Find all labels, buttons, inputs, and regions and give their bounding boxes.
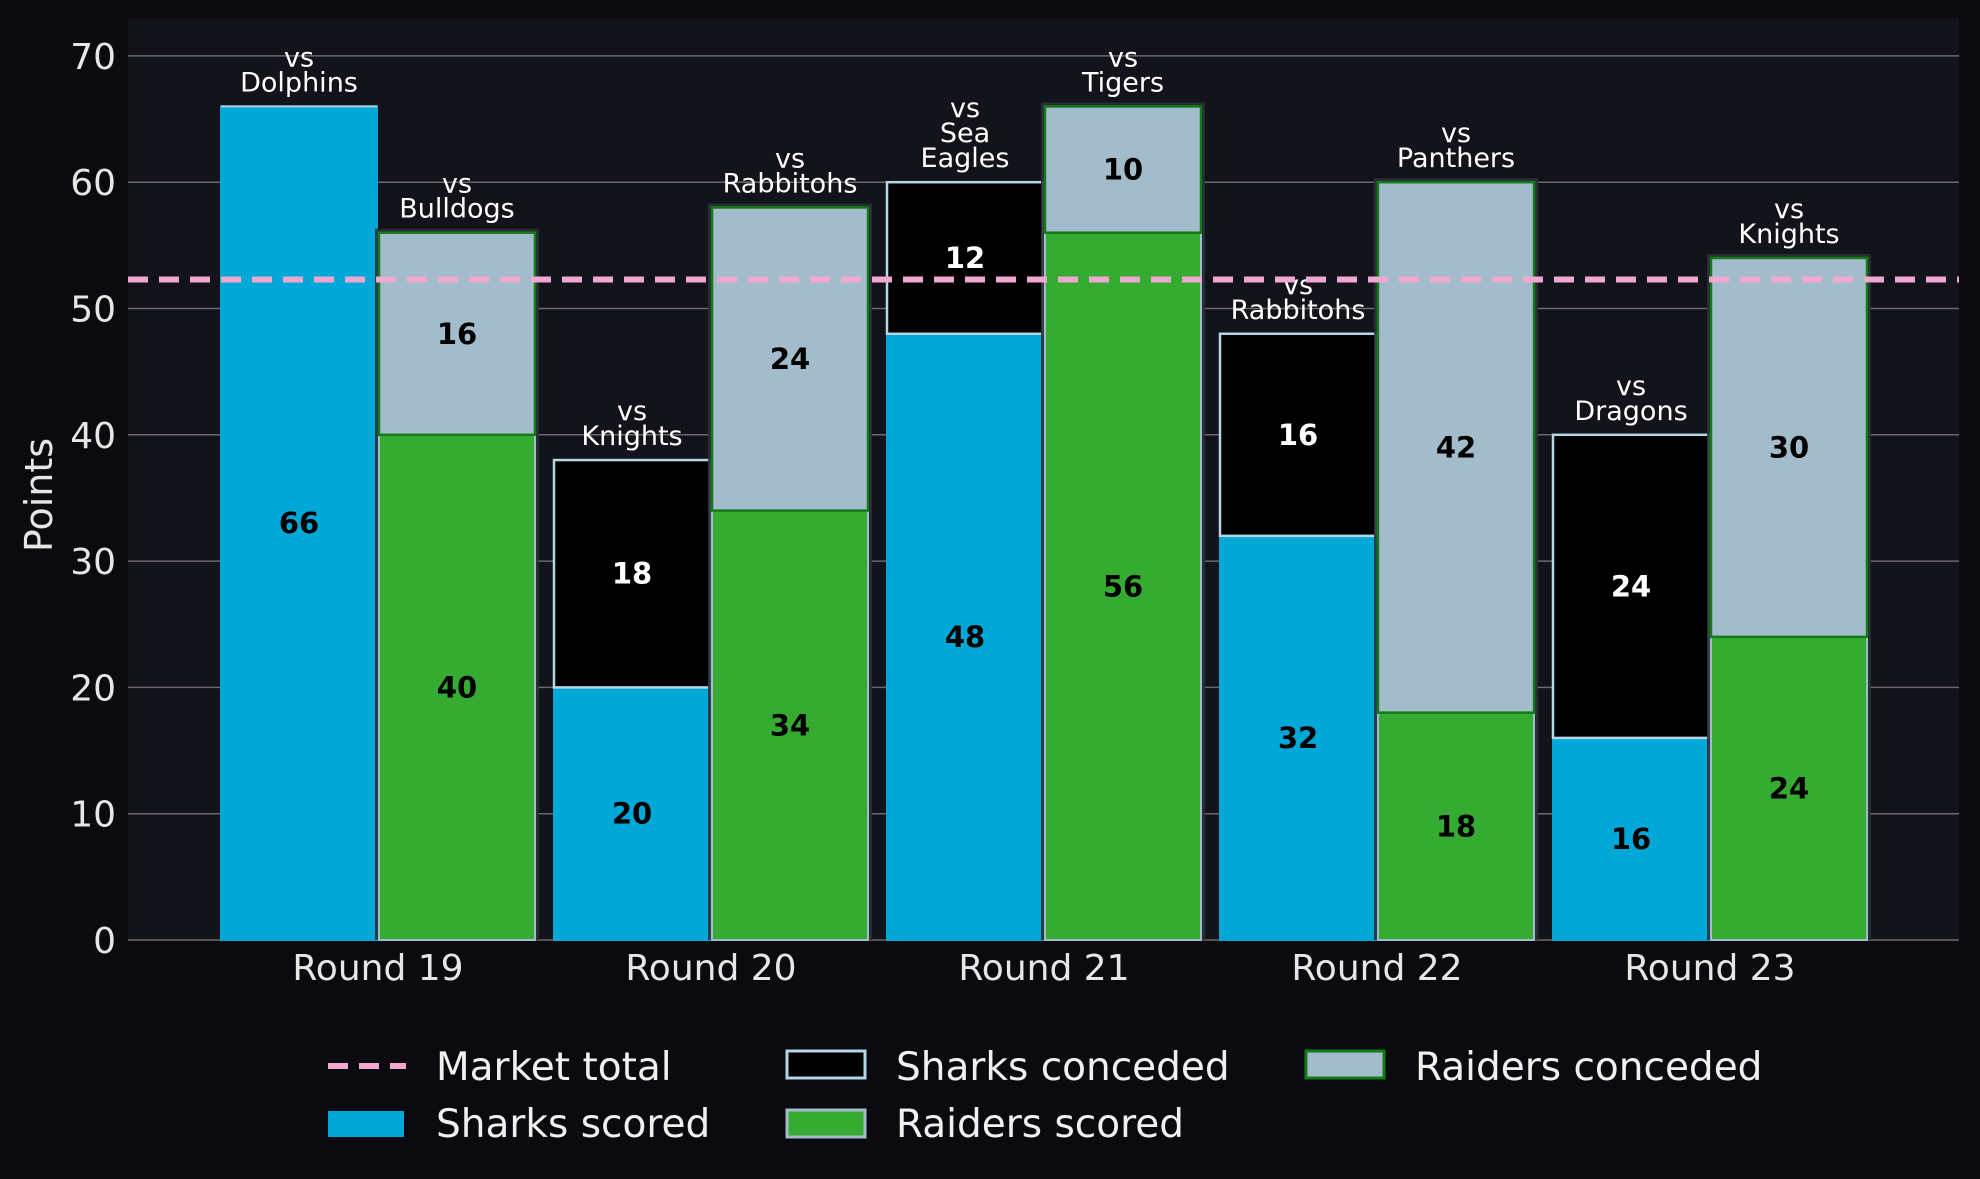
legend: Market total Sharks scored Sharks conced… xyxy=(328,1045,1762,1147)
sharks-scored-label-1: 66 xyxy=(279,506,319,540)
opponent-labels: vs Dolphins vs Bulldogs vs Knights vs Rabbitohs… xyxy=(240,42,1839,452)
sharks-conceded-label-3: 12 xyxy=(945,241,985,275)
y-tick-label-70: 70 xyxy=(70,37,116,78)
sharks-conceded-bar-2 xyxy=(552,458,712,689)
legend-label-market-total: Market total xyxy=(436,1045,672,1090)
sharks-scored-label-5: 16 xyxy=(1611,822,1651,856)
raiders-scored-label-2: 34 xyxy=(770,708,810,742)
raiders-scored-label-3: 56 xyxy=(1103,569,1143,603)
sharks-scored-bar-1 xyxy=(220,105,378,942)
bars xyxy=(220,102,1871,942)
raiders-opponent-label-3: vs Tigers xyxy=(1081,42,1164,98)
raiders-conceded-bar-5 xyxy=(1709,256,1869,639)
sharks-scored-bar-2 xyxy=(553,686,711,942)
sharks-opponent-label-2: vs Knights xyxy=(581,396,682,452)
legend-label-raiders-conceded: Raiders conceded xyxy=(1415,1045,1762,1090)
raiders-scored-label-4: 18 xyxy=(1436,809,1476,843)
sharks-conceded-bar-3 xyxy=(885,180,1045,336)
sharks-opponent-label-5: vs Dragons xyxy=(1574,371,1687,427)
sharks-conceded-label-5: 24 xyxy=(1611,569,1651,603)
sharks-conceded-label-2: 18 xyxy=(612,557,652,591)
raiders-conceded-bar-1 xyxy=(377,231,537,437)
sharks-scored-bar-3 xyxy=(886,332,1044,941)
y-tick-label-60: 60 xyxy=(70,163,116,204)
sharks-conceded-bar-4 xyxy=(1218,332,1378,538)
y-axis-label: Points xyxy=(17,438,61,552)
raiders-scored-bar-4 xyxy=(1377,711,1535,941)
y-tick-label-0: 0 xyxy=(93,921,116,962)
raiders-opponent-label-2: vs Rabbitohs xyxy=(723,143,858,199)
raiders-scored-label-1: 40 xyxy=(437,670,477,704)
legend-label-raiders-scored: Raiders scored xyxy=(896,1102,1184,1147)
raiders-scored-bar-5 xyxy=(1710,635,1868,941)
value-labels: 66 40 16 20 18 34 24 48 12 56 10 32 16 18 42 16 24 24 30 xyxy=(279,153,1809,856)
raiders-conceded-label-1: 16 xyxy=(437,317,477,351)
raiders-opponent-label-4: vs Panthers xyxy=(1397,118,1515,174)
raiders-conceded-label-3: 10 xyxy=(1103,153,1143,187)
raiders-conceded-label-5: 30 xyxy=(1769,430,1809,464)
raiders-scored-bar-2 xyxy=(711,509,869,941)
y-tick-label-50: 50 xyxy=(70,289,116,330)
legend-swatch-sharks-scored xyxy=(328,1111,404,1137)
sharks-scored-bar-5 xyxy=(1552,736,1710,941)
x-tick-label-2: Round 20 xyxy=(625,948,796,989)
raiders-conceded-label-4: 42 xyxy=(1436,430,1476,464)
y-ticks: 0 10 20 30 40 50 60 70 xyxy=(70,37,116,962)
raiders-opponent-label-5: vs Knights xyxy=(1738,194,1839,250)
raiders-scored-bar-1 xyxy=(378,433,536,941)
x-tick-label-4: Round 22 xyxy=(1291,948,1462,989)
x-tick-label-3: Round 21 xyxy=(958,948,1129,989)
raiders-conceded-bar-3 xyxy=(1043,105,1203,234)
sharks-opponent-label-3: vs Sea Eagles xyxy=(921,93,1010,174)
x-tick-label-5: Round 23 xyxy=(1624,948,1795,989)
sharks-scored-label-4: 32 xyxy=(1278,721,1318,755)
legend-swatch-sharks-conceded xyxy=(785,1049,867,1080)
raiders-conceded-label-2: 24 xyxy=(770,342,810,376)
y-tick-label-10: 10 xyxy=(70,795,116,836)
y-tick-label-20: 20 xyxy=(70,668,116,709)
sharks-conceded-label-4: 16 xyxy=(1278,418,1318,452)
legend-label-sharks-scored: Sharks scored xyxy=(436,1102,710,1147)
legend-label-sharks-conceded: Sharks conceded xyxy=(896,1045,1230,1090)
raiders-scored-bar-3 xyxy=(1044,231,1202,941)
sharks-scored-label-2: 20 xyxy=(612,797,652,831)
sharks-scored-bar-4 xyxy=(1219,534,1377,942)
x-ticks: Round 19 Round 20 Round 21 Round 22 Round 23 xyxy=(292,948,1795,989)
y-tick-label-40: 40 xyxy=(70,416,116,457)
legend-swatch-raiders-conceded xyxy=(1304,1049,1386,1080)
sharks-opponent-label-1: vs Dolphins xyxy=(240,42,358,98)
raiders-scored-label-5: 24 xyxy=(1769,771,1809,805)
x-tick-label-1: Round 19 xyxy=(292,948,463,989)
raiders-conceded-bar-2 xyxy=(710,206,870,512)
raiders-conceded-bar-4 xyxy=(1376,180,1536,714)
y-tick-label-30: 30 xyxy=(70,542,116,583)
sharks-scored-label-3: 48 xyxy=(945,620,985,654)
sharks-opponent-label-4: vs Rabbitohs xyxy=(1231,270,1366,326)
raiders-opponent-label-1: vs Bulldogs xyxy=(399,169,515,225)
legend-swatch-raiders-scored xyxy=(785,1108,867,1139)
